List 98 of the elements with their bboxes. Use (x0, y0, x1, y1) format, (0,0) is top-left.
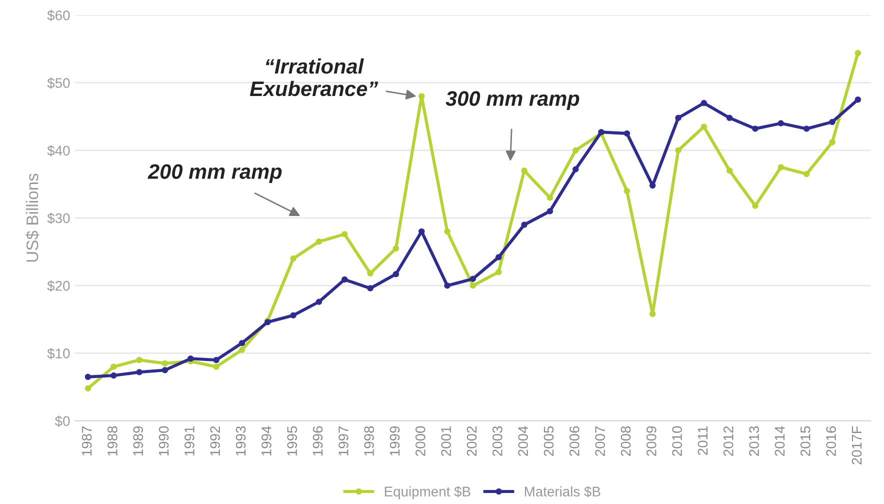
point (854, 50, 862, 56)
annotation: 300 mm ramp (446, 91, 580, 110)
point (700, 100, 708, 106)
point (84, 374, 92, 380)
point (444, 282, 450, 289)
x-tick-label: 2009 (646, 426, 656, 456)
point (470, 282, 476, 289)
x-tick-label: 1989 (133, 426, 144, 456)
point (700, 124, 708, 130)
x-tick-label: 2016 (826, 426, 836, 456)
x-tick-label: 2011 (698, 426, 708, 455)
x-tick-label: 2002 (466, 426, 477, 456)
x-tick-label: 2001 (441, 426, 452, 456)
y-tick-label: $60 (47, 10, 70, 22)
point (624, 188, 630, 194)
x-tick-label: 1994 (262, 426, 272, 456)
x-tick-label: 2010 (672, 426, 682, 456)
x-tick-label: 1997 (338, 426, 348, 456)
x-tick-label: 1999 (390, 426, 400, 456)
point (675, 147, 682, 154)
x-tick-label: 1995 (287, 426, 298, 456)
point (392, 245, 400, 252)
x-tick-label: 2012 (723, 426, 734, 456)
point (136, 356, 142, 364)
y-tick-label: $30 (47, 212, 70, 224)
y-tick-label: $50 (47, 77, 70, 89)
point (367, 285, 374, 292)
y-tick-label: $40 (47, 145, 70, 156)
point (136, 369, 142, 376)
point (162, 360, 168, 366)
point (854, 96, 862, 103)
point (726, 114, 733, 122)
point (829, 139, 836, 146)
point (726, 168, 733, 174)
point (675, 114, 682, 122)
x-tick-label: 1992 (210, 426, 220, 456)
x-tick-label: 2000 (416, 426, 426, 456)
x-tick-label: 1993 (236, 426, 246, 456)
x-tick-label: 1991 (184, 426, 194, 456)
point (470, 276, 476, 282)
point (752, 126, 758, 132)
annotation: 200 mm ramp (148, 164, 282, 184)
x-tick-label: 2003 (492, 426, 502, 456)
point (649, 310, 656, 318)
point (316, 298, 322, 305)
point (392, 270, 400, 278)
point (367, 270, 374, 277)
y-tick-label: $10 (47, 348, 70, 360)
x-tick-label: 1998 (364, 426, 374, 456)
y-axis-title: US$ Billions (26, 174, 40, 262)
x-tick-label: 2014 (774, 426, 785, 456)
point (341, 276, 348, 283)
point (238, 346, 246, 353)
x-tick-label: 2004 (518, 426, 528, 456)
x-tick-label: 1990 (158, 426, 169, 456)
x-tick-label: 2015 (800, 426, 810, 456)
point (572, 166, 579, 172)
x-tick-label: 1987 (82, 426, 92, 456)
y-tick-label: $20 (47, 280, 70, 292)
legend-label: Equipment $B (384, 486, 470, 500)
point (803, 170, 810, 178)
x-tick-label: 2007 (595, 426, 605, 456)
point (778, 120, 784, 126)
x-tick-label: 1996 (312, 426, 323, 456)
x-tick-label: 2013 (749, 426, 759, 456)
point (752, 202, 758, 209)
point (521, 222, 528, 228)
point (213, 356, 220, 364)
point (316, 238, 322, 245)
point (290, 312, 296, 318)
point (572, 147, 579, 154)
legend-label: Materials $B (524, 486, 600, 498)
point (213, 364, 220, 370)
point (238, 340, 246, 346)
x-tick-label: 2005 (544, 426, 554, 456)
annotation: “Irrational Exuberance” (250, 58, 378, 96)
point (829, 118, 836, 126)
point (803, 126, 810, 132)
point (341, 231, 348, 238)
point (84, 385, 92, 392)
point (546, 194, 554, 201)
y-tick-label: $0 (54, 416, 70, 427)
x-tick-label: 2017F (852, 426, 862, 464)
point (444, 228, 450, 235)
x-tick-label: 1988 (108, 426, 118, 456)
point (418, 93, 425, 100)
point (290, 255, 296, 262)
point (778, 164, 784, 170)
x-tick-label: 2008 (620, 426, 631, 456)
point (110, 372, 117, 379)
point (110, 364, 117, 370)
point (546, 208, 554, 214)
point (624, 130, 630, 137)
x-tick-label: 2006 (569, 426, 580, 456)
point (495, 254, 502, 260)
point (495, 268, 502, 276)
point (162, 367, 168, 374)
point (188, 356, 194, 362)
